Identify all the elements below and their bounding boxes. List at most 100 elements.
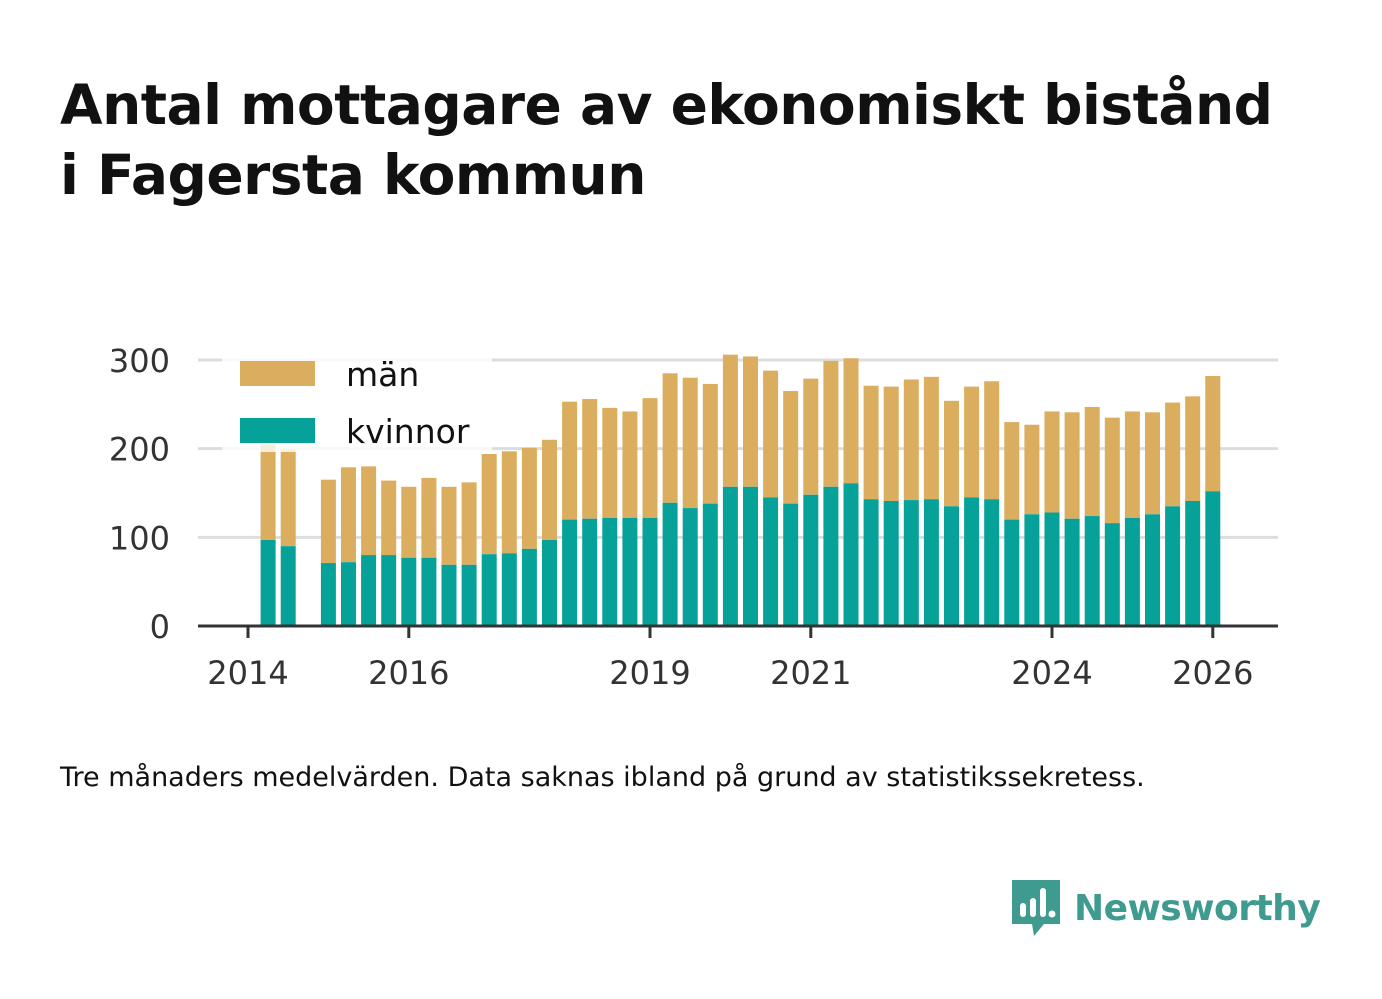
bar-kvinnor [702, 503, 718, 626]
bar-kvinnor [1044, 512, 1060, 626]
y-tick-label: 0 [150, 608, 170, 646]
bar-man [622, 411, 638, 518]
bar-kvinnor [1185, 500, 1201, 626]
bar-man [1104, 417, 1120, 524]
y-tick-label: 200 [109, 431, 170, 469]
bar-man [1024, 424, 1040, 515]
bar-man [903, 379, 919, 501]
bar-kvinnor [1205, 491, 1221, 626]
bar-man [441, 486, 457, 565]
bar-man [682, 377, 698, 509]
bar-man [1124, 411, 1140, 518]
bar-kvinnor [260, 539, 276, 626]
bar-kvinnor [542, 539, 557, 626]
bar-kvinnor [642, 517, 658, 626]
legend-label-man: män [346, 355, 419, 394]
bar-kvinnor [421, 557, 437, 626]
bar-man [662, 373, 678, 503]
bar-kvinnor [1124, 517, 1140, 626]
bar-kvinnor [501, 553, 517, 626]
newsworthy-logo-icon [1012, 880, 1060, 936]
x-tick-label: 2024 [1011, 654, 1092, 692]
bar-chart: 0 100 200 300 män kvinnor 2014 2016 2019 2021 2024… [109, 342, 1278, 692]
bar-man [984, 381, 1000, 500]
bar-kvinnor [682, 508, 698, 626]
bar-man [381, 480, 397, 556]
bar-kvinnor [964, 497, 980, 626]
bar-kvinnor [903, 500, 919, 626]
chart-title: Antal mottagare av ekonomiskt bistånd i … [60, 70, 1350, 210]
x-tick-label: 2014 [207, 654, 288, 692]
footnote: Tre månaders medelvärden. Data saknas ib… [60, 762, 1145, 793]
bar-man [280, 449, 296, 547]
bar-man [823, 360, 839, 487]
bar-man [481, 453, 497, 555]
bar-kvinnor [803, 494, 819, 626]
bar-kvinnor [1084, 516, 1100, 626]
bar-man [843, 358, 859, 484]
bar-kvinnor [401, 557, 417, 626]
bar-kvinnor [944, 506, 959, 626]
x-tick-label: 2026 [1172, 654, 1253, 692]
bar-kvinnor [1145, 514, 1160, 626]
bar-man [341, 467, 356, 563]
bar-man [501, 451, 517, 554]
bar-man [1185, 396, 1201, 501]
bar-man [863, 385, 879, 500]
bar-man [722, 354, 738, 487]
bar-man [421, 477, 437, 558]
bar-kvinnor [381, 555, 397, 626]
y-tick-label: 300 [109, 342, 170, 380]
y-tick-label: 100 [109, 519, 170, 557]
chart-title-line-1: Antal mottagare av ekonomiskt bistånd [60, 73, 1273, 137]
bar-kvinnor [622, 517, 638, 626]
bar-man [1004, 422, 1020, 520]
bar-kvinnor [461, 564, 477, 626]
bar-man [1145, 412, 1160, 515]
bar-kvinnor [320, 563, 336, 626]
bar-man [1044, 411, 1060, 513]
bar-kvinnor [1104, 523, 1120, 626]
bar-kvinnor [743, 486, 758, 626]
bar-man [1205, 375, 1221, 492]
x-tick-label: 2016 [368, 654, 449, 692]
bar-kvinnor [843, 483, 859, 626]
bar-kvinnor [1165, 506, 1181, 626]
bar-man [783, 391, 799, 504]
bar-man [361, 466, 377, 556]
bar-kvinnor [602, 517, 618, 626]
bar-man [562, 401, 578, 520]
bar-man [964, 386, 980, 498]
bar-man [642, 398, 658, 518]
legend-swatch-man [240, 361, 315, 386]
brand[interactable]: Newsworthy [1010, 878, 1321, 938]
bar-man [521, 447, 537, 549]
x-tick-label: 2021 [770, 654, 851, 692]
bar-kvinnor [863, 499, 879, 626]
bar-kvinnor [783, 503, 799, 626]
bar-man [702, 383, 718, 504]
bar-kvinnor [662, 502, 678, 626]
bar-man [883, 386, 899, 501]
bar-kvinnor [763, 497, 779, 626]
bar-man [763, 370, 779, 498]
bar-man [1064, 412, 1080, 519]
bar-kvinnor [481, 554, 497, 626]
bar-man [803, 378, 819, 495]
bar-man [1165, 402, 1181, 507]
bar-kvinnor [1064, 518, 1080, 626]
bar-man [461, 482, 477, 565]
bar-kvinnor [883, 500, 899, 626]
bar-kvinnor [361, 555, 377, 626]
bar-man [602, 407, 618, 518]
bar-kvinnor [280, 546, 296, 626]
bar-kvinnor [1024, 514, 1040, 626]
bar-kvinnor [984, 499, 1000, 626]
chart-title-line-2: i Fagersta kommun [60, 143, 646, 207]
legend-label-kvinnor: kvinnor [346, 412, 470, 451]
bar-kvinnor [582, 518, 598, 626]
bar-kvinnor [1004, 519, 1020, 626]
bar-man [542, 439, 557, 540]
bar-kvinnor [562, 519, 578, 626]
bar-man [320, 479, 336, 564]
